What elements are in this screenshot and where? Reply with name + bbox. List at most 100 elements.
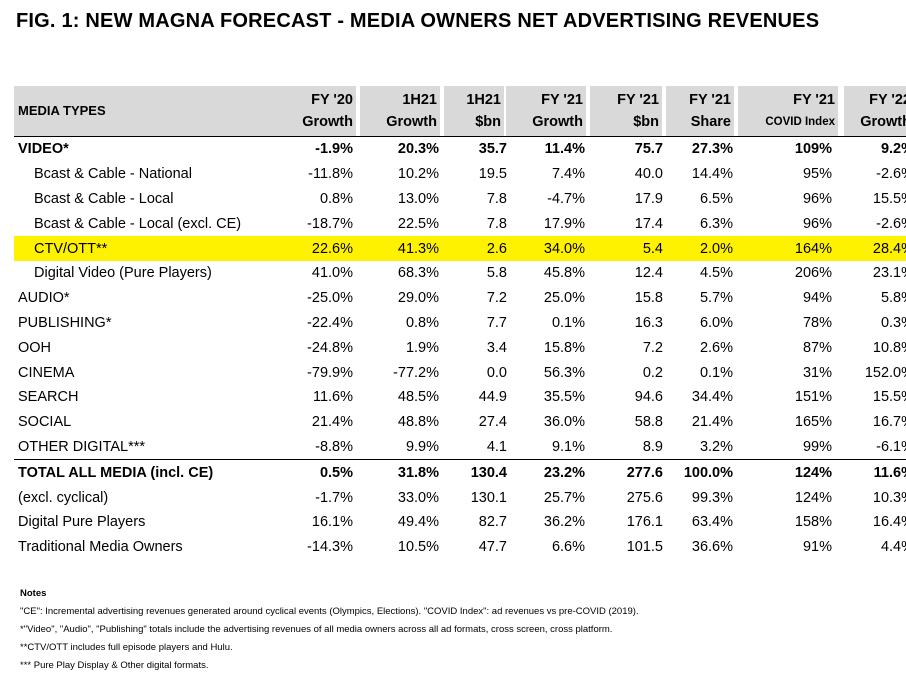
value-cell: 3.4 bbox=[486, 339, 507, 356]
media-type-cell: (excl. cyclical) bbox=[18, 489, 109, 506]
value-cell: 3.2% bbox=[699, 438, 733, 455]
value-cell: 96% bbox=[802, 215, 832, 232]
media-type-cell: Bcast & Cable - National bbox=[34, 166, 192, 183]
value-cell: 12.4 bbox=[634, 265, 663, 282]
value-cell: 68.3% bbox=[397, 265, 439, 282]
forecast-table: MEDIA TYPES FY '20 Growth 1H21 Growth 1H21… bbox=[14, 86, 906, 560]
media-type-cell: Digital Pure Players bbox=[18, 514, 146, 531]
value-cell: 206% bbox=[794, 265, 832, 282]
value-cell: 34.0% bbox=[543, 240, 585, 257]
value-cell: 96% bbox=[802, 190, 832, 207]
value-cell: 11.4% bbox=[544, 141, 585, 158]
media-type-cell: OTHER DIGITAL*** bbox=[18, 438, 146, 455]
media-type-cell: PUBLISHING* bbox=[18, 314, 112, 331]
value-cell: 99% bbox=[802, 438, 832, 455]
table-row: (excl. cyclical) -1.7% 33.0% 130.1 25.7% 275.… bbox=[14, 485, 906, 510]
value-cell: -8.8% bbox=[315, 438, 353, 455]
media-type-cell: AUDIO* bbox=[18, 290, 70, 307]
value-cell: 36.6% bbox=[691, 539, 733, 556]
value-cell: 7.4% bbox=[551, 166, 585, 183]
value-cell: 63.4% bbox=[691, 514, 733, 531]
value-cell: 0.8% bbox=[319, 190, 353, 207]
media-type-cell: Bcast & Cable - Local bbox=[34, 190, 174, 207]
value-cell: 9.1% bbox=[551, 438, 585, 455]
value-cell: 101.5 bbox=[626, 539, 663, 556]
value-cell: 152.0% bbox=[864, 364, 906, 381]
value-cell: 0.3% bbox=[880, 314, 906, 331]
value-cell: 9.2% bbox=[880, 141, 906, 158]
value-cell: -22.4% bbox=[307, 314, 353, 331]
value-cell: 15.5% bbox=[872, 389, 906, 406]
value-cell: 6.5% bbox=[699, 190, 733, 207]
row-separator bbox=[14, 136, 906, 137]
table-row: OOH -24.8% 1.9% 3.4 15.8% 7.2 2.6% 87% 10.8% bbox=[14, 335, 906, 360]
value-cell: 15.5% bbox=[872, 190, 906, 207]
value-cell: 0.1% bbox=[699, 364, 733, 381]
header-col: FY '20 Growth bbox=[278, 86, 356, 136]
value-cell: 16.4% bbox=[872, 514, 906, 531]
value-cell: 58.8 bbox=[634, 414, 663, 431]
value-cell: 99.3% bbox=[691, 489, 733, 506]
value-cell: 5.8% bbox=[880, 290, 906, 307]
value-cell: 48.8% bbox=[397, 414, 439, 431]
table-row: SOCIAL 21.4% 48.8% 27.4 36.0% 58.8 21.4% 165% 16… bbox=[14, 410, 906, 435]
table-row: OTHER DIGITAL*** -8.8% 9.9% 4.1 9.1% 8.9 3.2% 9… bbox=[14, 435, 906, 460]
table-row: CTV/OTT** 22.6% 41.3% 2.6 34.0% 5.4 2.0% 164% 28… bbox=[14, 236, 906, 261]
media-type-cell: Digital Video (Pure Players) bbox=[34, 265, 212, 282]
value-cell: 2.0% bbox=[699, 240, 733, 257]
table-row: TOTAL ALL MEDIA (incl. CE) 0.5% 31.8% 130.4… bbox=[14, 460, 906, 485]
media-type-cell: CTV/OTT** bbox=[34, 240, 108, 257]
value-cell: 35.5% bbox=[543, 389, 585, 406]
value-cell: 23.1% bbox=[872, 265, 906, 282]
value-cell: 0.1% bbox=[551, 314, 585, 331]
value-cell: 15.8 bbox=[634, 290, 663, 307]
value-cell: 1.9% bbox=[405, 339, 439, 356]
table-row: PUBLISHING* -22.4% 0.8% 7.7 0.1% 16.3 6.0% 78% 0… bbox=[14, 311, 906, 336]
value-cell: 5.4 bbox=[642, 240, 663, 257]
value-cell: 130.1 bbox=[470, 489, 507, 506]
media-type-cell: SEARCH bbox=[18, 389, 79, 406]
value-cell: 100.0% bbox=[683, 464, 733, 481]
table-row: VIDEO* -1.9% 20.3% 35.7 11.4% 75.7 27.3% 109% 9.… bbox=[14, 137, 906, 162]
value-cell: 20.3% bbox=[397, 141, 439, 158]
value-cell: 56.3% bbox=[543, 364, 585, 381]
value-cell: 11.6% bbox=[312, 389, 353, 406]
value-cell: 4.5% bbox=[699, 265, 733, 282]
value-cell: 75.7 bbox=[634, 141, 663, 158]
value-cell: 33.0% bbox=[397, 489, 439, 506]
value-cell: 10.3% bbox=[872, 489, 906, 506]
value-cell: 10.8% bbox=[872, 339, 906, 356]
value-cell: 94.6 bbox=[634, 389, 663, 406]
table-row: Digital Pure Players 16.1% 49.4% 82.7 36.2% 1… bbox=[14, 510, 906, 535]
value-cell: 21.4% bbox=[311, 414, 353, 431]
value-cell: -79.9% bbox=[307, 364, 353, 381]
notes: Notes "CE": Incremental advertising reve… bbox=[20, 585, 890, 675]
value-cell: 40.0 bbox=[634, 166, 663, 183]
value-cell: 124% bbox=[794, 464, 832, 481]
value-cell: 44.9 bbox=[478, 389, 507, 406]
media-type-cell: CINEMA bbox=[18, 364, 75, 381]
value-cell: 158% bbox=[794, 514, 832, 531]
header-col: FY '21 COVID Index bbox=[738, 86, 838, 136]
media-type-cell: OOH bbox=[18, 339, 52, 356]
media-type-cell: VIDEO* bbox=[18, 141, 69, 158]
header-col: FY '21 Growth bbox=[506, 86, 586, 136]
value-cell: 6.0% bbox=[699, 314, 733, 331]
value-cell: 124% bbox=[794, 489, 832, 506]
value-cell: 164% bbox=[794, 240, 832, 257]
table-row: Digital Video (Pure Players) 41.0% 68.3% 5.… bbox=[14, 261, 906, 286]
value-cell: 8.9 bbox=[642, 438, 663, 455]
value-cell: 17.9 bbox=[634, 190, 663, 207]
value-cell: 49.4% bbox=[397, 514, 439, 531]
value-cell: 7.2 bbox=[642, 339, 663, 356]
media-type-cell: TOTAL ALL MEDIA (incl. CE) bbox=[18, 464, 214, 481]
value-cell: 109% bbox=[794, 141, 832, 158]
value-cell: 9.9% bbox=[405, 438, 439, 455]
value-cell: 277.6 bbox=[626, 464, 663, 481]
value-cell: 7.2 bbox=[486, 290, 507, 307]
value-cell: 17.4 bbox=[634, 215, 663, 232]
value-cell: 31.8% bbox=[397, 464, 439, 481]
value-cell: 7.8 bbox=[486, 190, 507, 207]
value-cell: -2.6% bbox=[876, 166, 906, 183]
value-cell: 87% bbox=[802, 339, 832, 356]
